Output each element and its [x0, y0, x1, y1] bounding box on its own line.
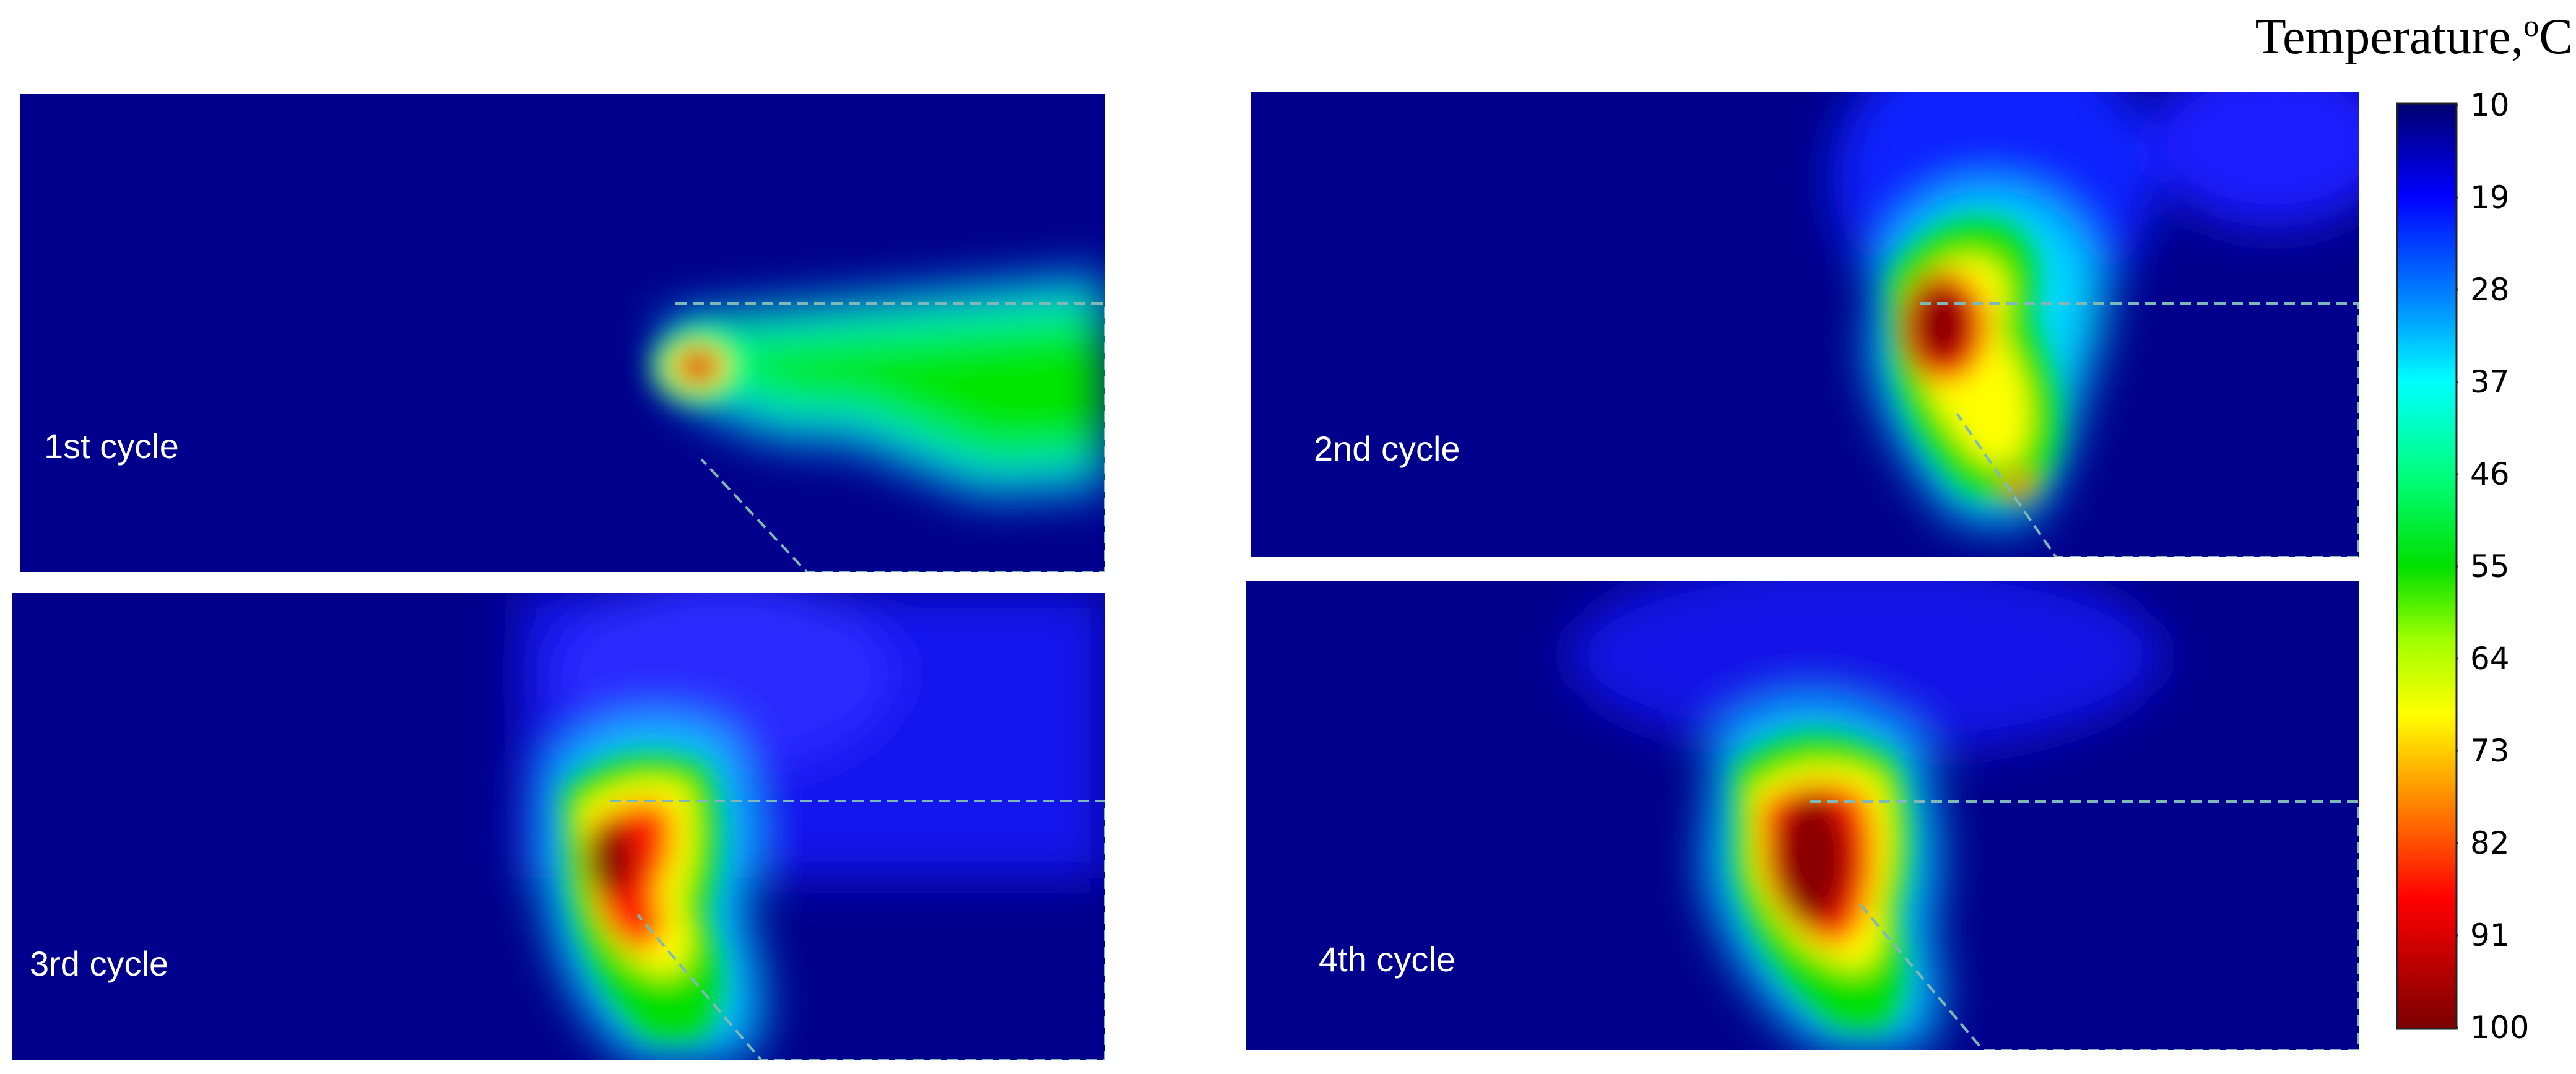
colorbar [2396, 102, 2458, 1030]
colorbar-tick-label: 10 [2470, 87, 2510, 123]
heatmap-4th-cycle [1246, 581, 2359, 1050]
colorbar-title: Temperature,oC [2255, 8, 2573, 64]
colorbar-tick-label: 19 [2470, 180, 2510, 215]
colorbar-tick-label: 46 [2470, 456, 2510, 492]
colorbar-tick-label: 82 [2470, 825, 2510, 861]
colorbar-tick-label: 28 [2470, 272, 2510, 308]
heatmap-3rd-cycle [12, 593, 1105, 1060]
cycle-label: 4th cycle [1319, 940, 1455, 979]
colorbar-tick-label: 37 [2470, 364, 2510, 400]
colorbar-tick-label: 91 [2470, 917, 2510, 953]
colorbar-tick-label: 64 [2470, 641, 2510, 677]
panel-2nd-cycle: 2nd cycle [1251, 92, 2359, 557]
heatmap-1st-cycle [20, 94, 1105, 572]
cycle-label: 1st cycle [44, 427, 179, 466]
panel-1st-cycle: 1st cycle [20, 94, 1105, 572]
colorbar-tick-label: 55 [2470, 548, 2510, 584]
cycle-label: 2nd cycle [1314, 429, 1460, 468]
cycle-label: 3rd cycle [30, 944, 169, 983]
colorbar-tick-label: 100 [2470, 1010, 2530, 1046]
panel-3rd-cycle: 3rd cycle [12, 593, 1105, 1060]
heatmap-2nd-cycle [1251, 92, 2359, 557]
panel-4th-cycle: 4th cycle [1246, 581, 2359, 1050]
colorbar-tick-label: 73 [2470, 733, 2510, 769]
